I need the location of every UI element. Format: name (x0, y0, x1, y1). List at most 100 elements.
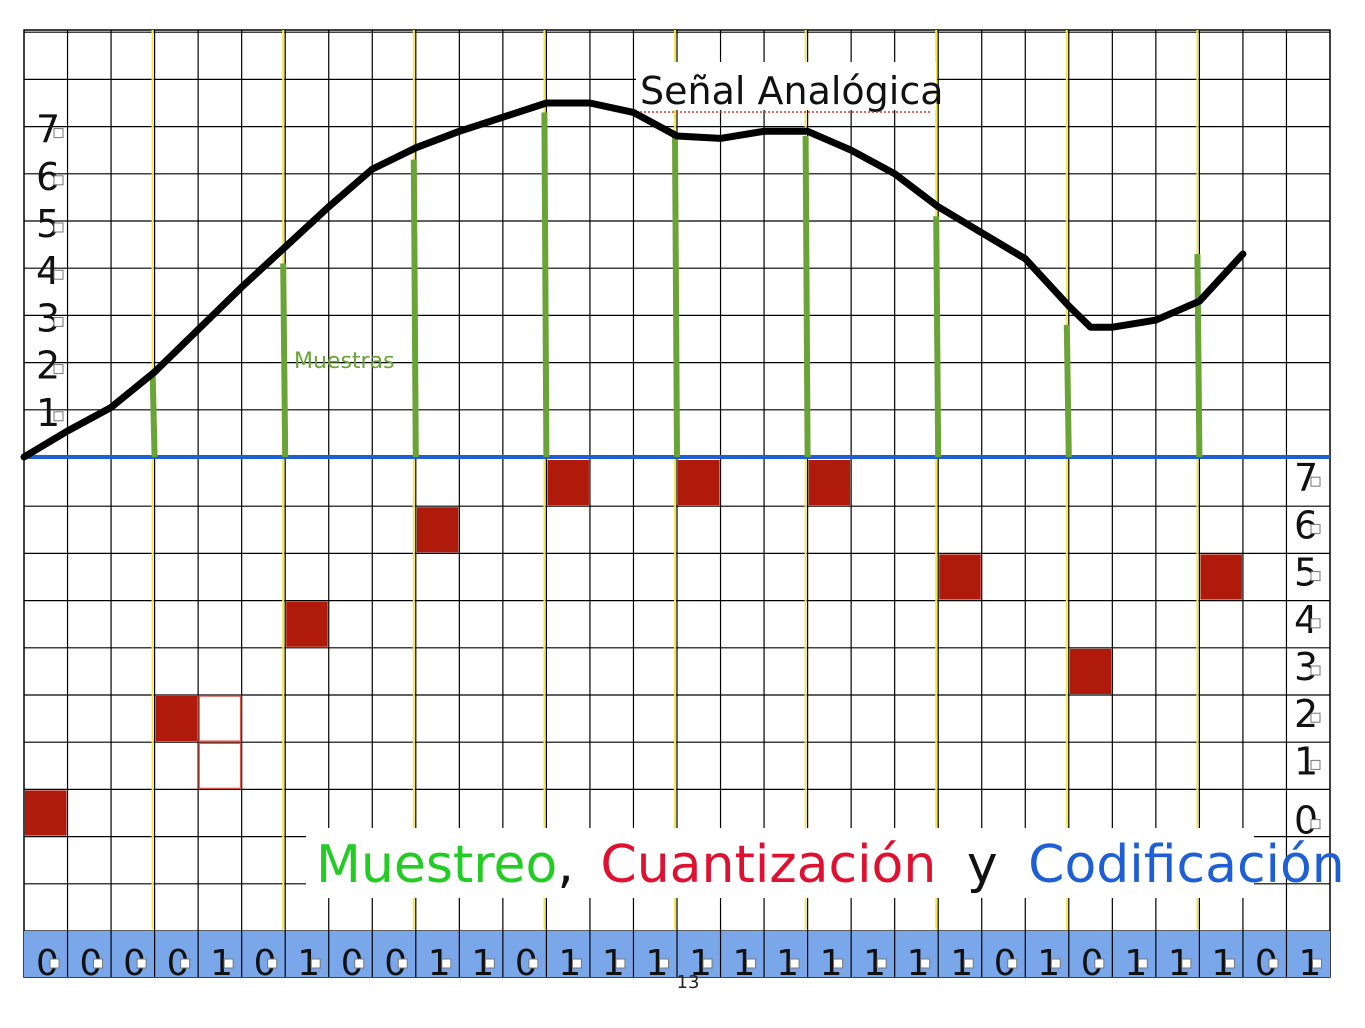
bullet-marker (702, 958, 713, 969)
bit-label: 0 (123, 943, 146, 984)
bit-label: 1 (428, 943, 451, 984)
bullet-marker (53, 269, 64, 280)
bit-label: 1 (776, 943, 799, 984)
sample-line (672, 136, 680, 458)
bit-label: 0 (1255, 943, 1278, 984)
signal-title: Señal Analógica (640, 69, 944, 113)
bullet-marker (267, 958, 278, 969)
bullet-marker (1310, 759, 1321, 770)
bit-label: 1 (820, 943, 843, 984)
sample-line (933, 216, 942, 458)
sample-line (280, 263, 289, 458)
sample-line (1063, 324, 1072, 458)
bit-label: 1 (471, 943, 494, 984)
bit-label: 0 (341, 943, 364, 984)
bit-label: 1 (689, 943, 712, 984)
bullet-marker (93, 958, 104, 969)
bullet-marker (310, 958, 321, 969)
bit-label: 1 (1298, 943, 1321, 984)
bullet-marker (53, 128, 64, 139)
bit-label: 1 (1124, 943, 1147, 984)
bullet-marker (1310, 819, 1321, 830)
quantized-cells (25, 460, 1242, 836)
bullet-marker (1050, 958, 1061, 969)
title-backdrop (636, 62, 936, 110)
bullet-marker (833, 958, 844, 969)
caption-codificacion: Codificación (1028, 835, 1345, 895)
bullet-marker (658, 958, 669, 969)
bit-label: 1 (733, 943, 756, 984)
bullet-marker (441, 958, 452, 969)
sample-line (541, 112, 550, 458)
bullet-marker (1310, 618, 1321, 629)
bit-label: 1 (1037, 943, 1060, 984)
bullet-marker (223, 958, 234, 969)
caption-y: y (967, 835, 998, 895)
bullet-marker (789, 958, 800, 969)
sample-line (1194, 254, 1203, 458)
quantized-cell (155, 696, 198, 742)
caption-comma: , (557, 835, 574, 895)
bullet-marker (53, 316, 64, 327)
bullet-marker (180, 958, 191, 969)
bullet-marker (1310, 476, 1321, 487)
bullet-marker (615, 958, 626, 969)
sample-lines (149, 112, 1203, 458)
bit-label: 0 (384, 943, 407, 984)
caption-muestreo: Muestreo (316, 835, 557, 895)
bit-label: 1 (210, 943, 233, 984)
bullet-marker (53, 411, 64, 422)
bullet-marker (1310, 523, 1321, 534)
bullet-marker (1181, 958, 1192, 969)
bit-label: 1 (558, 943, 581, 984)
bullet-marker (528, 958, 539, 969)
analog-signal (20, 99, 1247, 461)
quantized-cell (416, 507, 459, 553)
bullet-marker (1310, 665, 1321, 676)
bullet-marker (484, 958, 495, 969)
caption-backdrop (306, 828, 1254, 898)
bullet-marker (397, 958, 408, 969)
signal-curve (20, 99, 1247, 461)
bit-label: 0 (254, 943, 277, 984)
bullet-marker (1310, 571, 1321, 582)
bullet-marker (53, 222, 64, 233)
page-number: 13 (676, 972, 700, 993)
bit-label: 1 (907, 943, 930, 984)
bit-band (24, 931, 1330, 977)
bullet-marker (1311, 958, 1322, 969)
bit-label: 1 (602, 943, 625, 984)
bit-label: 0 (80, 943, 103, 984)
bullet-marker (746, 958, 757, 969)
sample-line (802, 136, 811, 458)
quantized-cell (1069, 648, 1112, 694)
bullet-marker (876, 958, 887, 969)
caption: Muestreo, Cuantización y Codificación (316, 835, 1345, 895)
bit-label: 0 (515, 943, 538, 984)
bit-label: 0 (994, 943, 1017, 984)
bullet-marker (1224, 958, 1235, 969)
bullet-marker (136, 958, 147, 969)
bullet-marker (963, 958, 974, 969)
bit-label: 1 (297, 943, 320, 984)
bit-label: 1 (1168, 943, 1191, 984)
bullet-marker (920, 958, 931, 969)
caption-cuantizacion: Cuantización (600, 835, 936, 895)
bit-label: 1 (645, 943, 668, 984)
quantized-cell (678, 460, 720, 506)
bit-label: 1 (1211, 943, 1234, 984)
sample-line (410, 159, 419, 458)
bullet-marker (53, 364, 64, 375)
bullet-marker (1268, 958, 1279, 969)
bullet-marker (53, 175, 64, 186)
quantized-cell (808, 460, 851, 506)
outlined-cell (198, 742, 242, 790)
bit-label: 0 (167, 943, 190, 984)
bullet-marker (1137, 958, 1148, 969)
bit-label: 0 (1081, 943, 1104, 984)
outlined-cell (198, 695, 242, 742)
samples-label: Muestras (294, 349, 395, 374)
